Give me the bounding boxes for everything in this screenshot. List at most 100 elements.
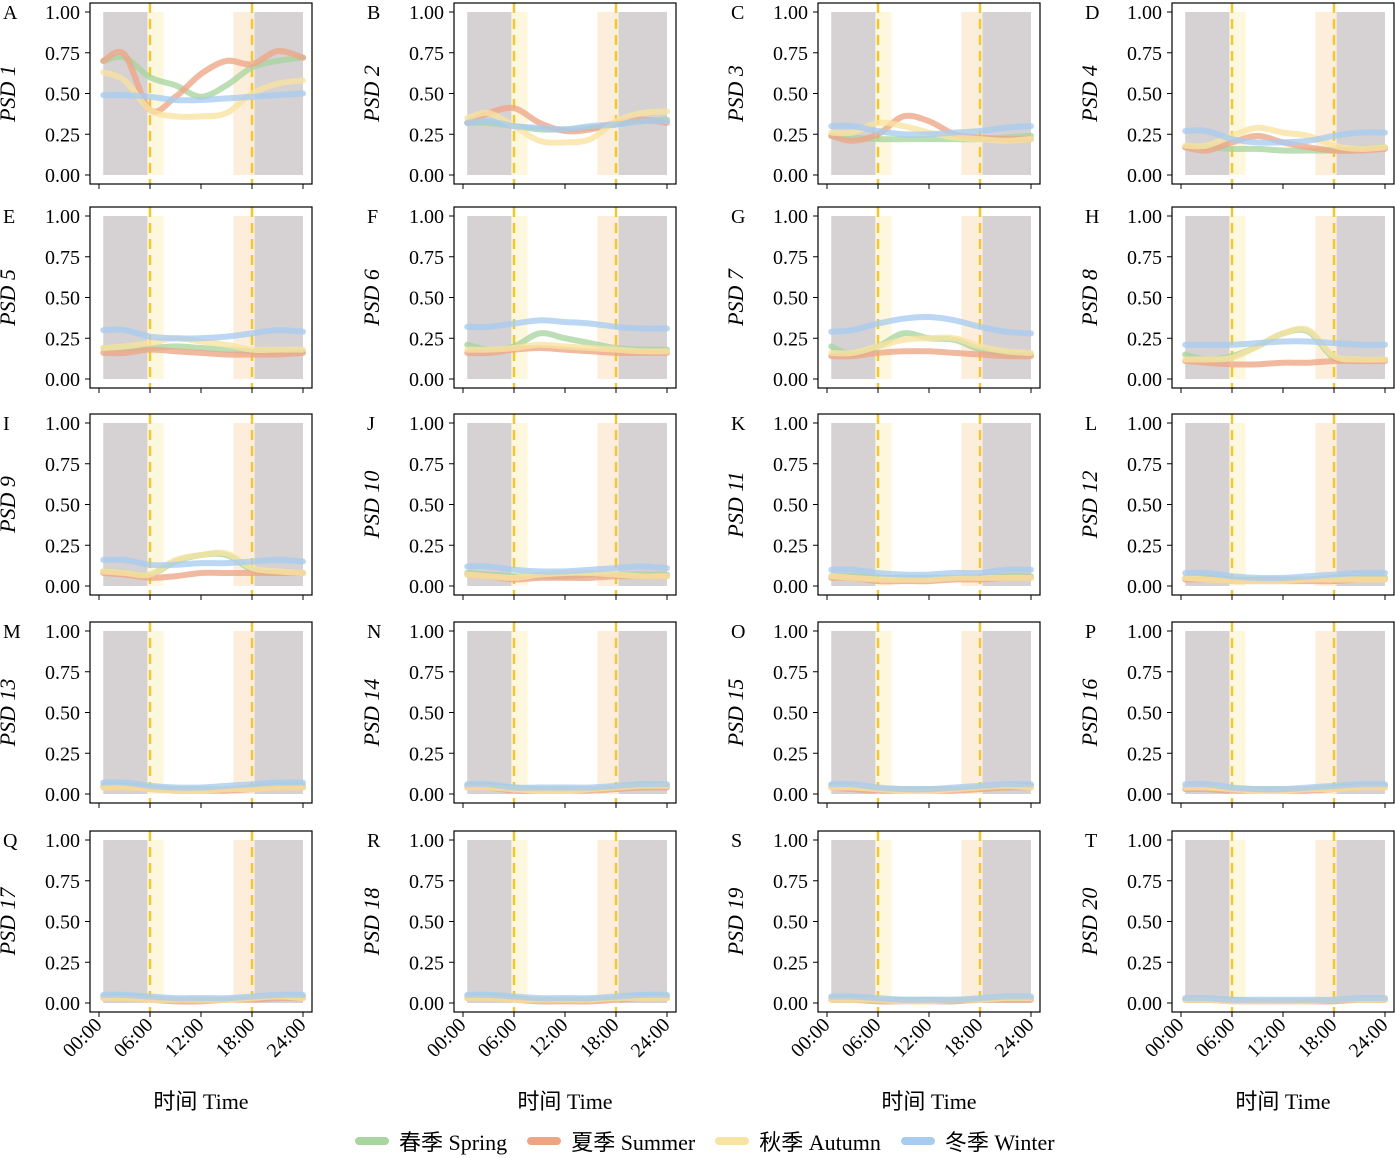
y-tick-label: 0.50 [1127,495,1162,517]
panel-i: 0.00 0.25 0.50 0.75 1.00 I PSD 9 [0,413,313,600]
panel-letter: L [1085,413,1097,435]
legend-item-spring: 春季 Spring [355,1125,507,1157]
y-tick-label: 0.75 [773,662,808,684]
y-tick-label: 0.00 [773,369,808,391]
series-line-winter [464,563,670,575]
panel-g: 0.00 0.25 0.50 0.75 1.00 G PSD 7 [723,206,1041,393]
night-shade [831,423,876,586]
y-tick-label: 0.00 [773,784,808,806]
y-tick-label: 0.25 [773,743,808,765]
dusk-shade [233,631,255,794]
y-tick-label: 0.50 [409,288,444,310]
y-tick-label: 0.50 [409,84,444,106]
y-tick-label: 0.75 [409,454,444,476]
series-line-winter [1182,994,1388,1003]
y-axis-label: PSD 17 [0,887,20,957]
dusk-shade [597,423,619,586]
night-shade [1185,631,1230,794]
x-axis-label: 时间 Time [881,1089,976,1114]
panel-letter: B [367,2,380,24]
y-tick-label: 0.75 [1127,43,1162,65]
y-axis-label: PSD 20 [1077,888,1102,957]
dusk-shade [961,631,983,794]
y-tick-label: 0.75 [1127,871,1162,893]
dawn-shade [1229,631,1246,794]
night-shade [254,631,303,794]
night-shade [982,12,1031,175]
y-axis-label: PSD 4 [1077,65,1102,123]
y-tick-label: 1.00 [45,830,80,852]
dawn-shade [511,840,528,1003]
panel-h: 0.00 0.25 0.50 0.75 1.00 H PSD 8 [1077,206,1395,393]
night-shade [103,631,148,794]
y-tick-label: 0.50 [773,703,808,725]
series-line-autumn [100,69,306,120]
y-tick-label: 1.00 [409,830,444,852]
y-tick-label: 0.00 [45,784,80,806]
series-line-winter [464,780,670,791]
y-tick-label: 0.25 [1127,328,1162,350]
y-tick-label: 0.50 [773,495,808,517]
series-line-winter [464,991,670,1002]
panel-r: 0.00 0.25 0.50 0.75 1.00 00:00 06:00 12:00 18:00… [359,830,677,1114]
x-tick-label: 00:00 [1141,1014,1189,1062]
panel-c: 0.00 0.25 0.50 0.75 1.00 C PSD 3 [723,2,1041,189]
x-tick-label: 12:00 [889,1014,937,1062]
dusk-shade [597,840,619,1003]
night-shade [831,631,876,794]
panel-letter: M [3,621,21,643]
night-shade [1336,216,1385,379]
y-tick-label: 0.50 [773,84,808,106]
panel-letter: R [367,830,381,852]
panel-j: 0.00 0.25 0.50 0.75 1.00 J PSD 10 [359,413,677,600]
y-tick-label: 0.25 [1127,743,1162,765]
night-shade [1336,423,1385,586]
panel-s: 0.00 0.25 0.50 0.75 1.00 00:00 06:00 12:00 18:00… [723,830,1041,1114]
panel-k: 0.00 0.25 0.50 0.75 1.00 K PSD 11 [723,413,1041,600]
night-shade [1185,840,1230,1003]
legend-swatch-autumn [715,1137,750,1145]
series-line-winter [100,90,306,104]
y-axis-label: PSD 2 [359,65,384,123]
x-tick-label: 24:00 [1345,1014,1393,1062]
y-tick-label: 1.00 [1127,2,1162,24]
y-tick-label: 0.75 [45,662,80,684]
y-axis-label: PSD 6 [359,269,384,327]
panel-letter: Q [3,830,18,852]
x-tick-label: 00:00 [787,1014,835,1062]
y-tick-label: 0.25 [773,952,808,974]
panel-m: 0.00 0.25 0.50 0.75 1.00 M PSD 13 [0,621,313,808]
y-tick-label: 0.25 [1127,535,1162,557]
panel-o: 0.00 0.25 0.50 0.75 1.00 O PSD 15 [723,621,1041,808]
series-line-winter [100,991,306,1002]
series-line-winter [100,556,306,569]
dawn-shade [1229,216,1246,379]
panel-letter: T [1085,830,1097,852]
x-tick-label: 00:00 [59,1014,107,1062]
legend-label-autumn: 秋季 Autumn [759,1130,881,1155]
y-tick-label: 0.75 [409,871,444,893]
y-tick-label: 0.50 [1127,703,1162,725]
night-shade [982,840,1031,1003]
series-line-autumn [100,335,306,354]
y-tick-label: 0.25 [773,124,808,146]
panel-q: 0.00 0.25 0.50 0.75 1.00 00:00 06:00 12:00 18:00… [0,830,313,1114]
night-shade [618,840,667,1003]
y-tick-label: 1.00 [1127,206,1162,228]
y-tick-label: 0.50 [1127,912,1162,934]
night-shade [254,840,303,1003]
series-line-summer [100,346,306,358]
y-tick-label: 0.75 [409,43,444,65]
panel-letter: K [731,413,746,435]
dusk-shade [1315,423,1337,586]
panel-a: 0.00 0.25 0.50 0.75 1.00 A PSD 1 [0,2,313,189]
y-tick-label: 1.00 [45,2,80,24]
y-tick-label: 0.00 [409,576,444,598]
y-axis-label: PSD 5 [0,269,20,327]
y-tick-label: 0.75 [773,43,808,65]
y-tick-label: 1.00 [1127,621,1162,643]
panel-letter: G [731,206,745,228]
y-tick-label: 0.25 [409,743,444,765]
x-tick-label: 18:00 [576,1014,624,1062]
series-line-winter [464,317,670,332]
